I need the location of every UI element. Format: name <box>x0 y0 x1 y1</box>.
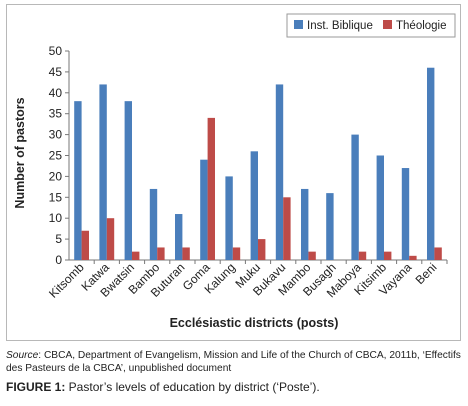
bar-theologie <box>232 247 241 260</box>
y-axis-label: Number of pastors <box>13 97 27 208</box>
y-tick-label: 30 <box>49 128 63 142</box>
bar-inst-biblique <box>99 84 107 260</box>
bar-inst-biblique <box>401 168 410 260</box>
y-tick-label: 40 <box>49 86 63 100</box>
legend-label: Inst. Biblique <box>307 20 373 32</box>
bar-theologie <box>81 230 89 260</box>
bar-inst-biblique <box>200 159 208 260</box>
x-tick-labels: KitsombKatwaBwatsinBamboButuranGomaKalun… <box>46 260 448 301</box>
legend: Inst. Biblique Théologie <box>286 13 456 38</box>
bar-theologie <box>308 251 316 260</box>
bar-theologie <box>409 255 417 260</box>
figure-label: FIGURE 1: <box>6 380 66 394</box>
bar-theologie <box>132 251 140 260</box>
legend-swatch <box>383 20 392 29</box>
bar-theologie <box>283 197 291 260</box>
y-tick-label: 50 <box>49 44 63 58</box>
figure-caption-text: Pastor’s levels of education by district… <box>65 380 320 394</box>
bar-theologie <box>207 117 215 260</box>
x-tick-label: Beni <box>413 260 440 287</box>
x-axis-label: Ecclésiastic districts (posts) <box>170 316 339 330</box>
bar-inst-biblique <box>301 188 309 260</box>
legend-swatch <box>294 20 303 29</box>
y-tick-label: 35 <box>49 107 63 121</box>
bar-inst-biblique <box>427 67 435 260</box>
y-tick-label: 45 <box>49 65 63 79</box>
bar-theologie <box>157 247 165 260</box>
bar-inst-biblique <box>351 134 359 260</box>
source-text: : CBCA, Department of Evangelism, Missio… <box>6 350 461 374</box>
bar-inst-biblique <box>175 214 183 260</box>
source-label: Source <box>6 350 39 361</box>
bars <box>74 67 442 260</box>
bar-inst-biblique <box>376 155 384 260</box>
y-tick-label: 20 <box>49 169 63 183</box>
y-tick-label: 15 <box>49 190 63 204</box>
bar-inst-biblique <box>124 101 132 260</box>
bar-theologie <box>106 218 115 260</box>
figure-caption: FIGURE 1: Pastor’s levels of education b… <box>6 380 320 394</box>
y-tick-label: 25 <box>49 149 63 163</box>
bar-inst-biblique <box>326 193 334 260</box>
bar-chart: 0 5 10 15 20 25 30 35 40 45 50 KitsombKatwaBwatsin… <box>13 13 456 330</box>
bar-theologie <box>182 247 190 260</box>
y-tick-label: 0 <box>55 253 62 267</box>
bar-theologie <box>384 251 392 260</box>
legend-box <box>286 13 456 38</box>
legend-label: Théologie <box>396 20 447 32</box>
bar-inst-biblique <box>149 188 158 260</box>
bar-inst-biblique <box>275 84 284 260</box>
chart-frame: 0 5 10 15 20 25 30 35 40 45 50 Kitsomb Katwa Bwatsin… <box>6 4 461 341</box>
bar-inst-biblique <box>225 176 233 260</box>
bar-theologie <box>358 251 367 260</box>
bar-inst-biblique <box>74 101 82 260</box>
bar-theologie <box>258 239 266 260</box>
bar-inst-biblique <box>250 151 258 260</box>
bar-theologie <box>434 247 442 260</box>
y-tick-label: 5 <box>55 232 62 246</box>
source-note: Source: CBCA, Department of Evangelism, … <box>6 349 466 375</box>
y-tick-label: 10 <box>49 211 63 225</box>
y-ticks: 0 5 10 15 20 25 30 35 40 45 50 <box>49 44 69 267</box>
